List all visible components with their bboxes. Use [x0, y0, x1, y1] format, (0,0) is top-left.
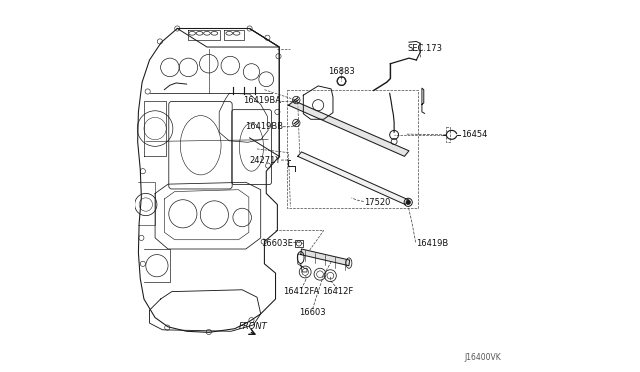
Text: 16603: 16603 — [300, 308, 326, 317]
Text: FRONT: FRONT — [239, 322, 268, 331]
Polygon shape — [301, 249, 349, 266]
Text: 24271Y: 24271Y — [250, 155, 281, 164]
Text: 16419BB: 16419BB — [245, 122, 283, 131]
Polygon shape — [289, 101, 409, 156]
Text: 16603E: 16603E — [262, 239, 293, 248]
Text: 16454: 16454 — [461, 129, 487, 139]
Circle shape — [406, 200, 410, 205]
Text: 16412FA: 16412FA — [283, 287, 319, 296]
Text: 16419B: 16419B — [417, 239, 449, 248]
Text: J16400VK: J16400VK — [465, 353, 502, 362]
Text: 17520: 17520 — [364, 198, 391, 207]
Text: 16883: 16883 — [328, 67, 355, 76]
Polygon shape — [298, 152, 409, 205]
Text: 16419BA: 16419BA — [243, 96, 281, 105]
Text: 16412F: 16412F — [322, 287, 353, 296]
Text: SEC.173: SEC.173 — [407, 44, 442, 53]
Bar — [295, 240, 303, 247]
